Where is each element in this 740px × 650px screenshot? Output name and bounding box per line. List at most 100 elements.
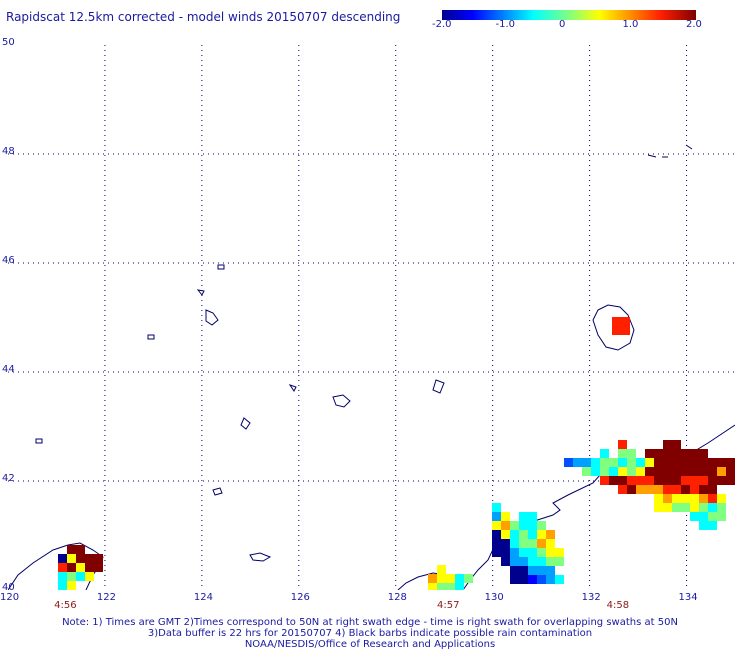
wind-diff-cell bbox=[537, 557, 546, 566]
wind-diff-cell bbox=[76, 563, 85, 572]
longitude-label: 120 bbox=[0, 592, 20, 603]
wind-diff-cell bbox=[699, 458, 708, 467]
wind-diff-cell bbox=[519, 566, 528, 575]
wind-diff-cell bbox=[446, 583, 455, 590]
longitude-label: 126 bbox=[290, 592, 310, 603]
wind-diff-cell bbox=[672, 458, 681, 467]
wind-diff-cell bbox=[681, 476, 690, 485]
wind-diff-cell bbox=[645, 449, 654, 458]
wind-diff-cell bbox=[708, 503, 717, 512]
colorbar-tick-label: 1.0 bbox=[622, 19, 639, 30]
wind-diff-cell bbox=[717, 458, 726, 467]
wind-diff-cell bbox=[455, 574, 464, 583]
wind-diff-cell bbox=[672, 476, 681, 485]
wind-diff-cell bbox=[437, 583, 446, 590]
wind-diff-cell bbox=[94, 554, 103, 563]
wind-diff-cell bbox=[501, 530, 510, 539]
wind-diff-cell bbox=[437, 565, 446, 574]
wind-diff-cell bbox=[708, 485, 717, 494]
wind-diff-cell bbox=[645, 467, 654, 476]
wind-diff-cell bbox=[717, 494, 726, 503]
wind-diff-cell bbox=[564, 458, 573, 467]
wind-diff-cell bbox=[699, 494, 708, 503]
wind-diff-cell bbox=[492, 521, 501, 530]
wind-diff-cell bbox=[519, 575, 528, 584]
wind-diff-cell bbox=[537, 575, 546, 584]
wind-diff-cell bbox=[708, 467, 717, 476]
wind-diff-cell bbox=[672, 449, 681, 458]
wind-diff-cell bbox=[699, 467, 708, 476]
wind-diff-cell bbox=[672, 485, 681, 494]
island-small-12 bbox=[647, 144, 693, 158]
island-small-5 bbox=[249, 552, 272, 562]
wind-diff-cell bbox=[67, 545, 76, 554]
wind-diff-cell bbox=[654, 458, 663, 467]
wind-diff-cell bbox=[663, 485, 672, 494]
wind-diff-cell bbox=[501, 548, 510, 557]
wind-diff-cell bbox=[627, 458, 636, 467]
wind-diff-cell bbox=[546, 548, 555, 557]
wind-diff-cell bbox=[708, 512, 717, 521]
wind-diff-cell bbox=[94, 563, 103, 572]
wind-diff-cell bbox=[85, 563, 94, 572]
wind-diff-cell bbox=[654, 467, 663, 476]
wind-diff-cell bbox=[537, 521, 546, 530]
wind-diff-cell bbox=[609, 458, 618, 467]
wind-diff-cell bbox=[690, 512, 699, 521]
wind-diff-cell bbox=[690, 458, 699, 467]
wind-diff-cell bbox=[58, 581, 67, 590]
latitude-label: 40 bbox=[2, 582, 15, 593]
wind-diff-cell bbox=[519, 557, 528, 566]
wind-diff-cell bbox=[600, 467, 609, 476]
island-small-3 bbox=[432, 379, 445, 394]
wind-diff-cell bbox=[690, 467, 699, 476]
wind-diff-cell bbox=[519, 548, 528, 557]
wind-diff-cell bbox=[609, 467, 618, 476]
wind-diff-cell bbox=[699, 503, 708, 512]
wind-diff-cell bbox=[510, 566, 519, 575]
wind-diff-cell bbox=[67, 554, 76, 563]
wind-diff-cell bbox=[663, 494, 672, 503]
wind-diff-cell bbox=[636, 485, 645, 494]
wind-diff-cell bbox=[663, 476, 672, 485]
wind-diff-cell bbox=[726, 467, 735, 476]
latitude-label: 42 bbox=[2, 473, 15, 484]
longitude-label: 122 bbox=[96, 592, 117, 603]
wind-diff-cell bbox=[464, 574, 473, 583]
swath-time-label: 4:58 bbox=[606, 600, 630, 611]
wind-diff-cell bbox=[690, 494, 699, 503]
wind-diff-cell bbox=[654, 476, 663, 485]
wind-diff-cell bbox=[618, 440, 627, 449]
wind-diff-cell bbox=[654, 449, 663, 458]
wind-diff-cell bbox=[681, 485, 690, 494]
wind-diff-cell bbox=[612, 326, 621, 335]
wind-diff-cell bbox=[519, 530, 528, 539]
wind-diff-cell bbox=[690, 503, 699, 512]
latitude-label: 48 bbox=[2, 146, 15, 157]
wind-diff-cell bbox=[555, 557, 564, 566]
note-line-3: NOAA/NESDIS/Office of Research and Appli… bbox=[244, 639, 496, 650]
wind-diff-cell bbox=[654, 503, 663, 512]
wind-diff-cell bbox=[690, 485, 699, 494]
wind-diff-cell bbox=[591, 458, 600, 467]
wind-diff-cell bbox=[663, 449, 672, 458]
wind-diff-cell bbox=[600, 449, 609, 458]
wind-diff-cell bbox=[726, 476, 735, 485]
note-line-1: Note: 1) Times are GMT 2)Times correspon… bbox=[62, 617, 678, 628]
wind-diff-cell bbox=[455, 583, 464, 590]
wind-diff-cell bbox=[528, 530, 537, 539]
wind-diff-cell bbox=[85, 572, 94, 581]
wind-diff-cell bbox=[555, 548, 564, 557]
colorbar-tick-label: -1.0 bbox=[495, 19, 516, 30]
wind-diff-cell bbox=[681, 494, 690, 503]
wind-diff-cell bbox=[528, 539, 537, 548]
wind-diff-cell bbox=[699, 485, 708, 494]
longitude-label: 130 bbox=[484, 592, 504, 603]
wind-diff-cell bbox=[510, 548, 519, 557]
wind-diff-cell bbox=[672, 494, 681, 503]
wind-diff-cell bbox=[428, 574, 437, 583]
wind-diff-cell bbox=[519, 521, 528, 530]
wind-diff-cell bbox=[492, 512, 501, 521]
wind-diff-cell bbox=[67, 581, 76, 590]
wind-diff-cell bbox=[699, 512, 708, 521]
